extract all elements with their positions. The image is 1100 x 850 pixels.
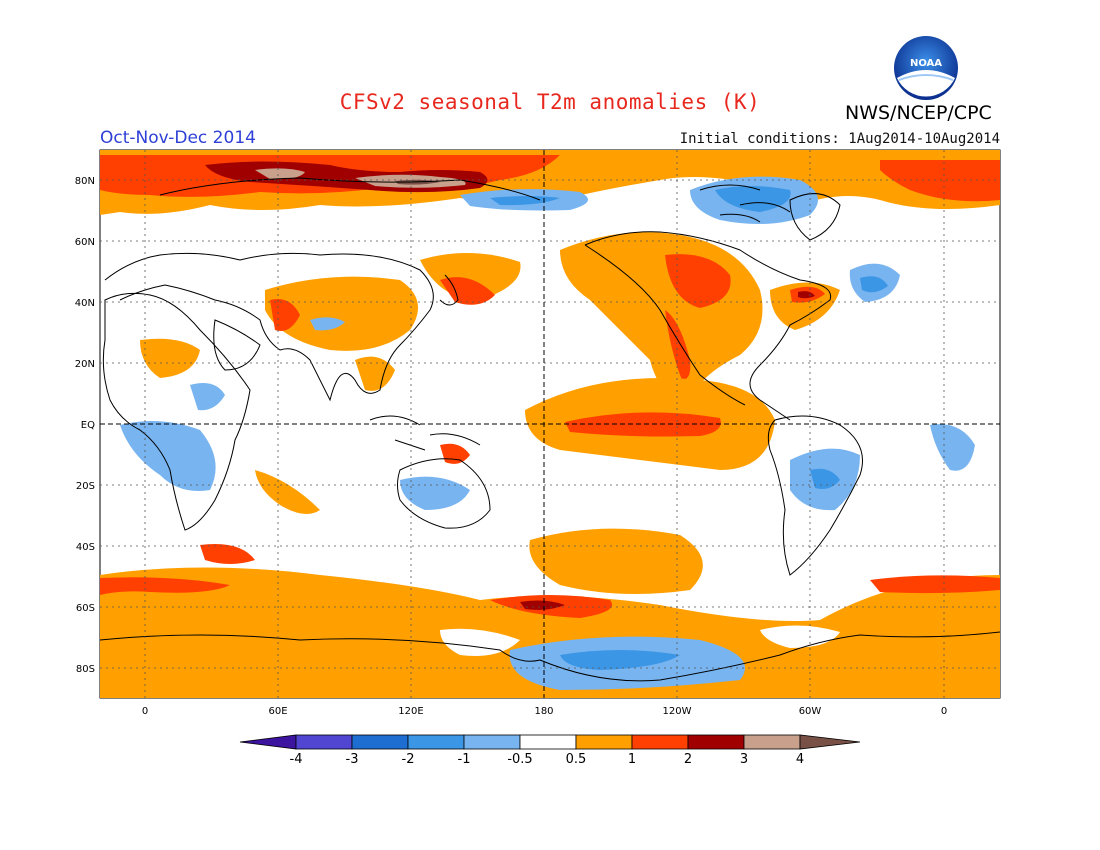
colorbar-segment	[463, 734, 521, 750]
lat-label: 80S	[76, 664, 95, 675]
initial-conditions-label: Initial conditions: 1Aug2014-10Aug2014	[679, 131, 1000, 147]
coastlines	[100, 177, 1000, 682]
australia-coast	[397, 458, 491, 529]
lon-label: 120E	[398, 706, 423, 717]
colorbar-segment	[631, 734, 689, 750]
longitude-labels: 0 60E 120E 180 120W 60W 0	[142, 706, 947, 717]
colorbar-label: 1	[628, 752, 636, 767]
south-america-coast	[767, 415, 863, 576]
indian-southern-warm	[200, 544, 255, 564]
california-warm-core	[665, 310, 691, 380]
pacific-arctic-cool-core	[490, 196, 560, 206]
colorbar-label: -4	[290, 752, 303, 767]
lat-label: 40S	[76, 542, 95, 553]
india-sea-warm	[355, 356, 395, 391]
siberia-coast	[159, 177, 541, 201]
colorbar-label: 4	[796, 752, 804, 767]
graticule	[100, 150, 1000, 698]
colorbar-label: -0.5	[507, 752, 532, 767]
n-atlantic-cool-core	[860, 276, 888, 293]
lon-label: 60E	[268, 706, 287, 717]
southern-ocean-warm	[100, 567, 1000, 698]
antarctica-coast	[100, 631, 1000, 682]
colorbar-label: 2	[684, 752, 692, 767]
arctic-extreme-core	[255, 168, 305, 180]
central-africa-cool	[120, 421, 216, 491]
se-pacific-warm-core	[520, 600, 565, 610]
s-pacific-warm	[529, 528, 703, 594]
w-africa-cool	[930, 424, 975, 471]
lat-label: 60N	[75, 237, 95, 248]
lon-label: 60W	[799, 706, 822, 717]
canada-cool-core	[715, 186, 791, 212]
ne-us-hot-core	[798, 291, 815, 299]
lat-label: 80N	[75, 176, 95, 187]
lon-label: 0	[941, 706, 947, 717]
colorbar: -4 -3 -2 -1 -0.5 0.5 1 2 3 4	[239, 734, 861, 767]
arabia-coast	[213, 319, 261, 371]
europe-asia-coast	[104, 252, 434, 402]
colorbar-segment	[575, 734, 633, 750]
anomaly-fields	[100, 150, 1000, 698]
colorbar-label: -2	[402, 752, 415, 767]
lon-label: 120W	[663, 706, 692, 717]
season-label: Oct-Nov-Dec 2014	[100, 128, 256, 148]
colorbar-segment	[351, 734, 409, 750]
colorbar-label: -3	[346, 752, 359, 767]
colorbar-segment	[687, 734, 745, 750]
equator-dateline	[100, 150, 1000, 698]
africa-coast	[102, 292, 251, 531]
southern-ocean-warm-strong	[100, 577, 230, 595]
japan-warm	[440, 277, 495, 305]
lat-label: 60S	[76, 603, 95, 614]
arabia-warm	[140, 338, 200, 378]
indonesia-coast	[369, 415, 481, 451]
asia-warm-patches	[265, 276, 418, 351]
colorbar-low-arrow	[239, 734, 297, 750]
colorbar-label: 3	[740, 752, 748, 767]
tibet-cool	[310, 317, 345, 331]
chart-title: CFSv2 seasonal T2m anomalies (K)	[339, 90, 761, 114]
australia-cool	[400, 476, 470, 510]
colorbar-segment	[743, 734, 801, 750]
colorbar-segment	[519, 734, 577, 750]
south-america-cool-core	[810, 468, 840, 489]
s-atlantic-warm-strong	[870, 575, 1000, 594]
colorbar-label: -1	[458, 752, 471, 767]
colorbar-segment	[295, 734, 353, 750]
lat-label: 20N	[75, 359, 95, 370]
equatorial-warm-core	[565, 412, 721, 437]
colorbar-label: 0.5	[566, 752, 587, 767]
colorbar-segment	[407, 734, 465, 750]
japan-coast	[439, 274, 459, 306]
antarctic-neutral	[440, 628, 520, 656]
latitude-labels: 80N 60N 40N 20N EQ 20S 40S 60S 80S	[75, 176, 95, 675]
colorbar-high-arrow	[799, 734, 861, 750]
lon-label: 0	[142, 706, 148, 717]
sahel-cool	[190, 382, 225, 411]
lat-label: 40N	[75, 298, 95, 309]
central-pacific-warm	[420, 252, 521, 300]
noaa-logo-text: NOAA	[910, 58, 942, 69]
north-america-coast	[584, 231, 832, 421]
lat-label: EQ	[81, 420, 95, 431]
agency-label: NWS/NCEP/CPC	[845, 102, 992, 124]
indian-ocean-warm	[255, 470, 320, 514]
lon-label: 180	[534, 706, 553, 717]
lat-label: 20S	[76, 481, 95, 492]
ross-sea-cool-core	[560, 650, 680, 670]
canada-archipelago	[699, 184, 791, 223]
arctic-strong-east	[880, 160, 1000, 202]
north-america-warm-core	[665, 254, 731, 308]
noaa-logo-icon: NOAA	[894, 36, 958, 100]
middle-east-warm	[270, 299, 300, 331]
greenland-coast	[789, 193, 841, 241]
